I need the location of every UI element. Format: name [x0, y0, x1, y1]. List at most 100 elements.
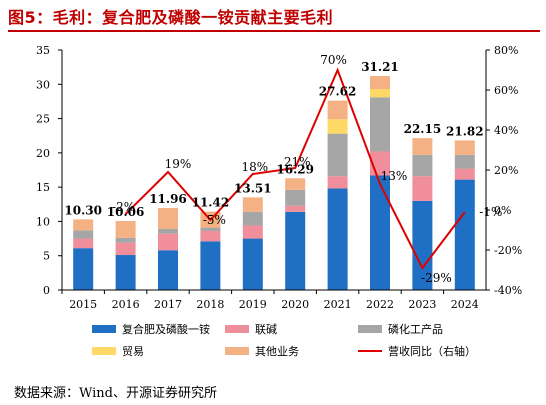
bar-segment	[370, 175, 390, 290]
bar-segment	[242, 211, 263, 226]
x-tick-label: 2021	[324, 298, 352, 311]
total-label: 13.51	[234, 181, 272, 195]
labels-layer: 10.30 10.06 11.96 11.42 13.51 16.29 27.62 31.21…	[64, 53, 502, 285]
total-label: 21.82	[446, 124, 484, 138]
axes-layer: 0 5 10 15 20 25 30 35 -40% -20% 0% 20% 40% 60% 80% 2015…	[36, 44, 522, 311]
bar-segment	[285, 178, 306, 190]
bar-segment	[412, 176, 433, 201]
y-tick-label: 20	[36, 147, 50, 160]
line-value-label: -2%	[112, 200, 135, 214]
source-note: 数据来源：Wind、开源证券研究所	[14, 386, 217, 401]
line-value-label: -29%	[421, 271, 452, 285]
legend-label: 其他业务	[255, 345, 299, 358]
bar-segment	[158, 233, 178, 251]
y2-tick-label: 40%	[494, 124, 518, 137]
x-tick-label: 2024	[451, 298, 479, 311]
bar-segment	[454, 168, 475, 180]
bar-segment	[73, 248, 94, 290]
bar-segment	[73, 219, 94, 231]
line-value-label: -5%	[203, 213, 226, 227]
bar-segment	[327, 188, 348, 290]
y2-tick-label: 20%	[494, 164, 518, 177]
bar-segment	[454, 140, 475, 155]
bar-segment	[285, 211, 306, 290]
bar-segment	[115, 237, 136, 243]
line-value-label: 21%	[284, 155, 311, 169]
bar-segment	[327, 176, 348, 189]
bar-segment	[200, 241, 221, 290]
bar-segment	[73, 230, 94, 239]
legend-label: 磷化工产品	[388, 322, 443, 336]
bar-segment	[327, 100, 348, 120]
legend-label: 联碱	[255, 323, 277, 336]
legend-swatch	[92, 347, 116, 355]
x-tick-label: 2015	[69, 298, 97, 311]
total-label: 10.30	[64, 203, 102, 217]
legend-swatch	[225, 347, 249, 355]
total-label: 16.29	[276, 162, 314, 176]
x-tick-label: 2020	[281, 298, 309, 311]
line-value-label: -1%	[479, 205, 502, 219]
total-label: 11.96	[149, 192, 187, 206]
y-tick-label: 0	[43, 284, 50, 297]
y2-tick-label: 60%	[494, 84, 518, 97]
x-tick-label: 2023	[408, 298, 436, 311]
bar-segment	[285, 205, 306, 212]
y2-tick-label: 0%	[494, 204, 511, 217]
bar-segment	[327, 133, 348, 177]
bar-segment	[454, 154, 475, 169]
legend-label: 营收同比（右轴）	[388, 344, 476, 358]
y2-tick-label: 80%	[494, 44, 518, 57]
y-tick-label: 35	[36, 44, 50, 57]
x-tick-label: 2022	[366, 298, 394, 311]
y-tick-label: 30	[36, 78, 50, 91]
y-tick-label: 15	[36, 181, 50, 194]
y2-tick-label: -20%	[494, 244, 522, 257]
bar-segment	[412, 200, 433, 290]
growth-line	[124, 67, 466, 270]
line-value-label: 18%	[241, 160, 268, 174]
line-value-label: 13%	[381, 169, 408, 183]
bar-segment	[200, 227, 221, 232]
bar-segment	[115, 221, 136, 238]
bar-segment	[412, 154, 433, 177]
bar-segment	[242, 225, 263, 239]
bar-segment	[73, 238, 94, 249]
title-rule	[8, 30, 540, 32]
x-tick-label: 2018	[196, 298, 224, 311]
bar-segment	[242, 197, 263, 212]
line-value-label: 19%	[165, 157, 192, 171]
line-value-label: 70%	[320, 53, 347, 67]
bar-segment	[370, 89, 390, 98]
bar-segment	[370, 97, 390, 152]
y-tick-label: 5	[43, 250, 50, 263]
legend-swatch	[92, 325, 116, 333]
bar-segment	[200, 231, 221, 242]
x-tick-label: 2019	[239, 298, 267, 311]
y-tick-label: 25	[36, 113, 50, 126]
bar-segment	[242, 238, 263, 290]
bars-layer	[73, 75, 475, 290]
bar-segment	[158, 207, 178, 229]
x-tick-label: 2016	[112, 298, 140, 311]
bar-segment	[115, 255, 136, 290]
total-label: 22.15	[404, 122, 442, 136]
bar-segment	[454, 179, 475, 290]
bar-segment	[285, 189, 306, 206]
legend-label: 复合肥及磷酸一铵	[122, 322, 210, 336]
chart-title: 图5：毛利：复合肥及磷酸一铵贡献主要毛利	[8, 8, 334, 27]
bar-segment	[115, 242, 136, 256]
x-tick-label: 2017	[154, 298, 182, 311]
y-tick-label: 10	[36, 215, 50, 228]
legend-swatch	[225, 325, 249, 333]
legend-swatch	[358, 325, 382, 333]
total-label: 11.42	[192, 196, 230, 210]
bar-segment	[158, 228, 178, 234]
bar-segment	[327, 119, 348, 134]
y2-tick-label: -40%	[494, 284, 522, 297]
bar-segment	[158, 250, 178, 290]
total-label: 31.21	[361, 60, 399, 74]
line-layer	[124, 67, 466, 270]
